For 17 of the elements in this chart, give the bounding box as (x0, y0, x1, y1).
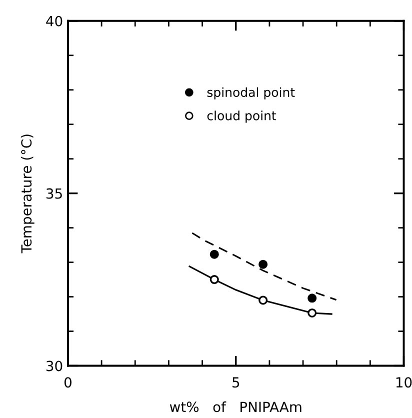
legend-label: spinodal point (207, 87, 295, 100)
point (258, 296, 268, 305)
y-tick-label: 35 (46, 188, 62, 199)
y-axis-title: Temperature (°C) (20, 134, 34, 254)
x-tick-label: 10 (396, 377, 412, 388)
x-tick-label: 0 (64, 377, 72, 388)
y-tick-label: 30 (46, 360, 62, 372)
legend-label: cloud point (207, 110, 276, 123)
y-tick-label: 40 (46, 16, 62, 26)
point (258, 260, 268, 269)
x-tick-label: 5 (232, 377, 240, 388)
point (308, 308, 317, 318)
line-series (191, 232, 338, 301)
point (308, 294, 317, 303)
point (210, 275, 219, 284)
x-axis-title: wt% of PNIPAAm (170, 401, 302, 412)
point (210, 250, 219, 259)
